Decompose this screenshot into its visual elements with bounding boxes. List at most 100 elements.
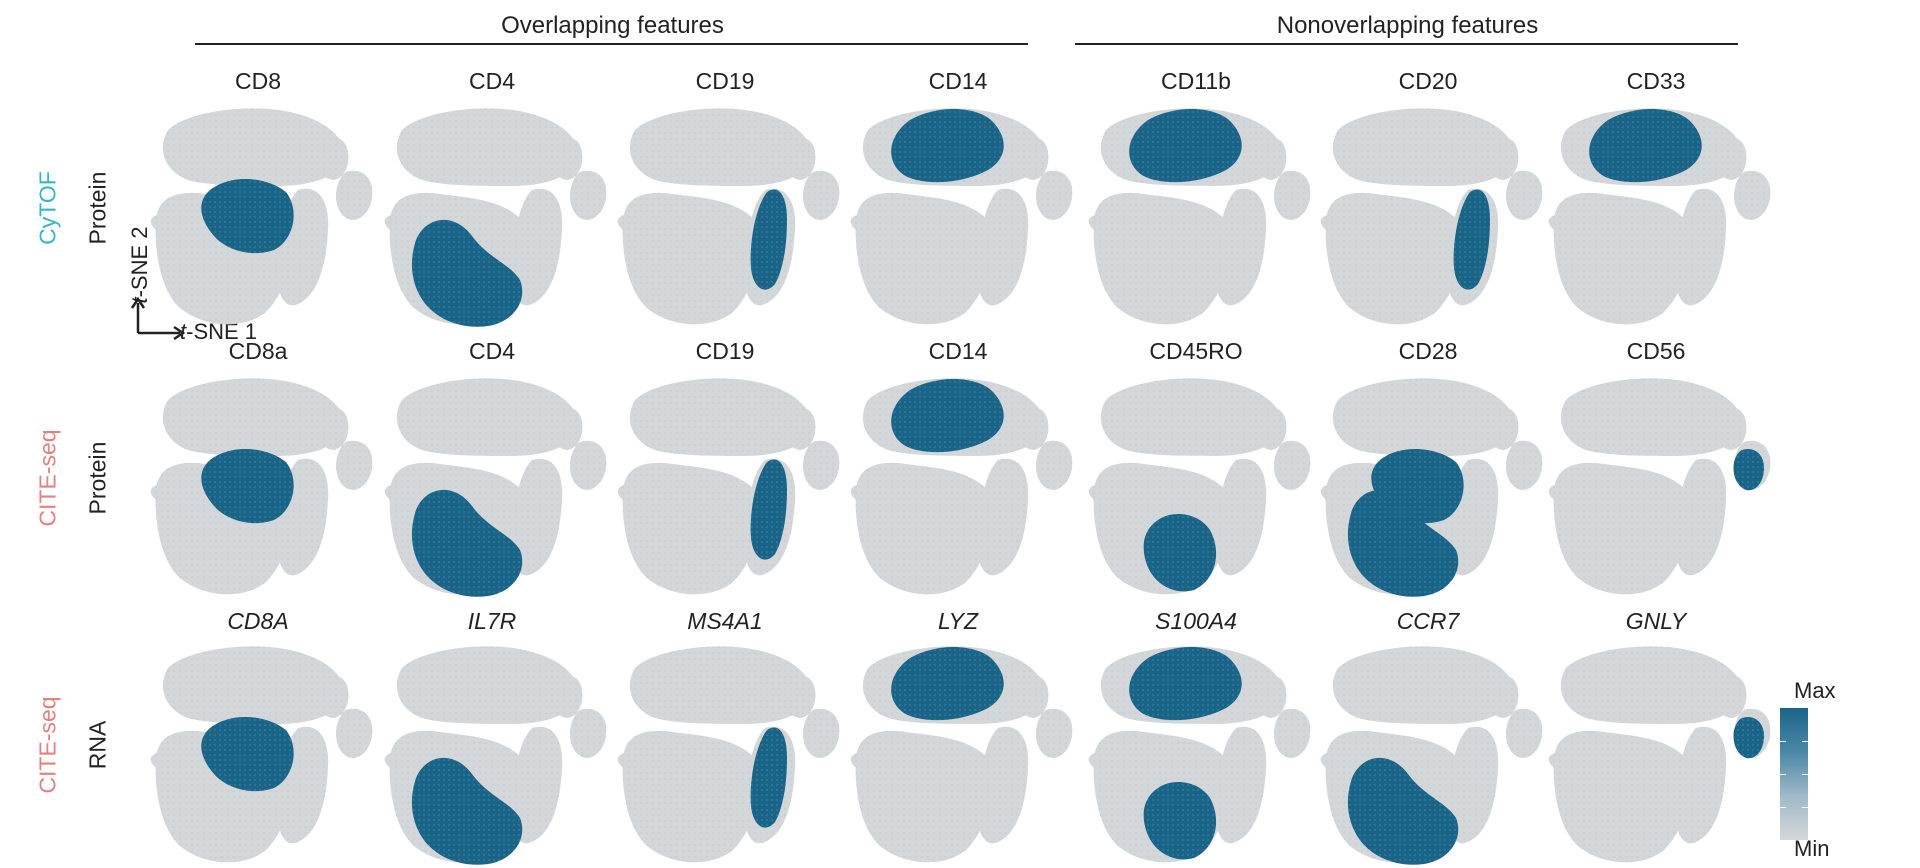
tsne-highlight-mono: [1589, 108, 1702, 183]
tsne-island: [1553, 192, 1690, 325]
tsne-island: [1093, 192, 1230, 325]
tsne-scatter: [150, 378, 373, 595]
axis-x-prefix: t: [180, 319, 187, 344]
tsne-island: [617, 484, 633, 500]
tsne-highlight-bcell: [750, 727, 787, 828]
tsne-island: [1506, 440, 1543, 490]
panel-title: GNLY: [1625, 608, 1687, 634]
tsne-island: [785, 407, 816, 450]
tsne-island: [1675, 726, 1727, 844]
tsne-highlight-cd4: [411, 489, 523, 597]
tsne-island: [977, 726, 1029, 844]
panel-title: S100A4: [1155, 608, 1237, 634]
tsne-highlight-mono: [1129, 108, 1242, 183]
tsne-island: [1716, 407, 1747, 450]
panel-title: CD33: [1626, 68, 1686, 94]
tsne-island: [1036, 170, 1073, 220]
tsne-island: [384, 214, 400, 230]
tsne-scatter: [617, 646, 840, 863]
tsne-island: [850, 214, 866, 230]
tsne-island: [1215, 726, 1267, 844]
tsne-scatter: [150, 108, 373, 325]
tsne-panel: [382, 638, 622, 868]
tsne-island: [1256, 675, 1287, 718]
tsne-island: [1675, 188, 1727, 306]
tsne-island: [1488, 407, 1519, 450]
tsne-scatter: [1088, 108, 1311, 325]
tsne-panel: [1546, 370, 1786, 600]
tsne-island: [1325, 192, 1462, 325]
tsne-island: [855, 192, 992, 325]
legend-max-label: Max: [1794, 678, 1836, 703]
tsne-panel: [1086, 370, 1326, 600]
tsne-highlight-memory: [1143, 782, 1217, 860]
tsne-island: [1274, 708, 1311, 758]
tsne-highlight-mono: [1129, 646, 1242, 721]
tsne-island: [1506, 170, 1543, 220]
tsne-highlight-mono: [891, 646, 1004, 721]
tsne-island: [1548, 484, 1564, 500]
tsne-panel: [1086, 100, 1326, 330]
tsne-island: [511, 188, 563, 306]
tsne-island: [1716, 137, 1747, 180]
group-rule-nonoverlapping: [1075, 43, 1738, 45]
tsne-island: [785, 137, 816, 180]
tsne-island: [1553, 730, 1690, 863]
tsne-highlight-cd8: [1371, 448, 1464, 524]
tsne-scatter: [384, 378, 607, 597]
tsne-island: [570, 440, 607, 490]
tsne-panel: [615, 370, 855, 600]
tsne-panel: [148, 370, 388, 600]
panel-title: CD8: [234, 68, 281, 94]
tsne-island: [1734, 170, 1771, 220]
tsne-panel: [848, 638, 1088, 868]
tsne-island: [1488, 675, 1519, 718]
row-modality-label-0: Protein: [84, 171, 111, 245]
legend-tick: [1780, 807, 1786, 808]
tsne-highlight-mono: [891, 378, 1004, 453]
tsne-panel: [1546, 638, 1786, 868]
tsne-island: [570, 170, 607, 220]
tsne-island: [622, 730, 759, 863]
tsne-island: [1088, 752, 1104, 768]
legend-tick: [1802, 807, 1808, 808]
tsne-panel: [1546, 100, 1786, 330]
tsne-island: [1274, 440, 1311, 490]
tsne-scatter: [850, 646, 1073, 863]
tsne-scatter: [384, 108, 607, 327]
tsne-island: [384, 484, 400, 500]
tsne-island: [552, 137, 583, 180]
row-tech-label-citeseq-protein: CITE-seq: [34, 429, 61, 527]
tsne-island: [1332, 108, 1515, 186]
panel-title: IL7R: [467, 608, 517, 634]
tsne-island: [1018, 137, 1049, 180]
tsne-island: [850, 752, 866, 768]
tsne-island: [977, 458, 1029, 576]
panel-title: CD20: [1398, 68, 1458, 94]
panel-title: CCR7: [1396, 608, 1460, 634]
tsne-panel: [848, 100, 1088, 330]
tsne-scatter: [1088, 646, 1311, 863]
tsne-island: [336, 170, 373, 220]
tsne-island: [1320, 484, 1336, 500]
tsne-scatter: [1320, 108, 1543, 325]
tsne-island: [1018, 675, 1049, 718]
tsne-island: [622, 192, 759, 325]
tsne-island: [162, 378, 345, 456]
tsne-island: [1100, 378, 1283, 456]
tsne-island: [318, 675, 349, 718]
tsne-scatter: [617, 108, 840, 325]
tsne-island: [617, 214, 633, 230]
tsne-scatter: [1548, 378, 1771, 595]
legend-tick: [1802, 741, 1808, 742]
tsne-island: [785, 675, 816, 718]
tsne-island: [850, 484, 866, 500]
row-modality-label-2: RNA: [84, 720, 111, 770]
tsne-island: [1320, 214, 1336, 230]
legend-min-label: Min: [1794, 836, 1830, 861]
tsne-island: [1553, 462, 1690, 595]
tsne-scatter: [384, 646, 607, 865]
tsne-island: [318, 407, 349, 450]
panel-title: CD11b: [1161, 68, 1231, 94]
